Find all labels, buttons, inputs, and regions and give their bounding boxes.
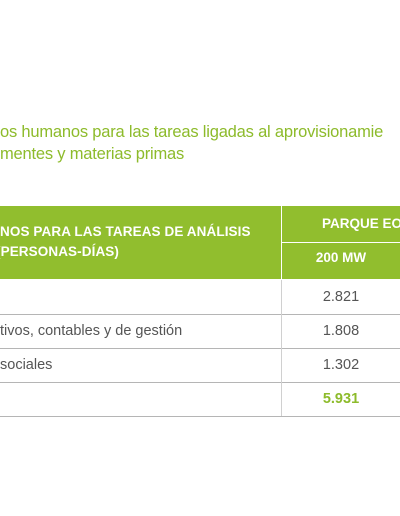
row-value: 1.808 <box>322 323 360 339</box>
header-left-line-2: (PERSONAS-DÍAS) <box>0 244 120 259</box>
table-row: sociales 1.302 <box>0 348 400 383</box>
header-sub-label: 200 MW <box>315 250 367 265</box>
table-total-row: 5.931 <box>0 382 400 417</box>
total-value: 5.931 <box>322 391 360 407</box>
row-divider <box>281 348 282 382</box>
table-row: 2.821 <box>0 280 400 315</box>
header-left-line-1: NOS PARA LAS TAREAS DE ANÁLISIS <box>0 224 251 239</box>
row-divider <box>281 314 282 348</box>
row-divider <box>281 382 282 416</box>
header-horizontal-divider <box>282 242 400 243</box>
row-label: tivos, contables y de gestión <box>0 323 183 339</box>
section-title-line-1: os humanos para las tareas ligadas al ap… <box>0 123 384 141</box>
header-vertical-divider <box>281 206 282 279</box>
row-label: sociales <box>0 357 53 373</box>
section-title-line-2: mentes y materias primas <box>0 145 185 163</box>
section-title: os humanos para las tareas ligadas al ap… <box>0 121 400 165</box>
row-value: 1.302 <box>322 357 360 373</box>
header-left-cell: NOS PARA LAS TAREAS DE ANÁLISIS (PERSONA… <box>0 206 281 279</box>
row-divider <box>281 280 282 314</box>
row-value: 2.821 <box>322 289 360 305</box>
table-row: tivos, contables y de gestión 1.808 <box>0 314 400 349</box>
table-header: NOS PARA LAS TAREAS DE ANÁLISIS (PERSONA… <box>0 206 400 279</box>
header-group-label: PARQUE EO <box>322 216 400 231</box>
